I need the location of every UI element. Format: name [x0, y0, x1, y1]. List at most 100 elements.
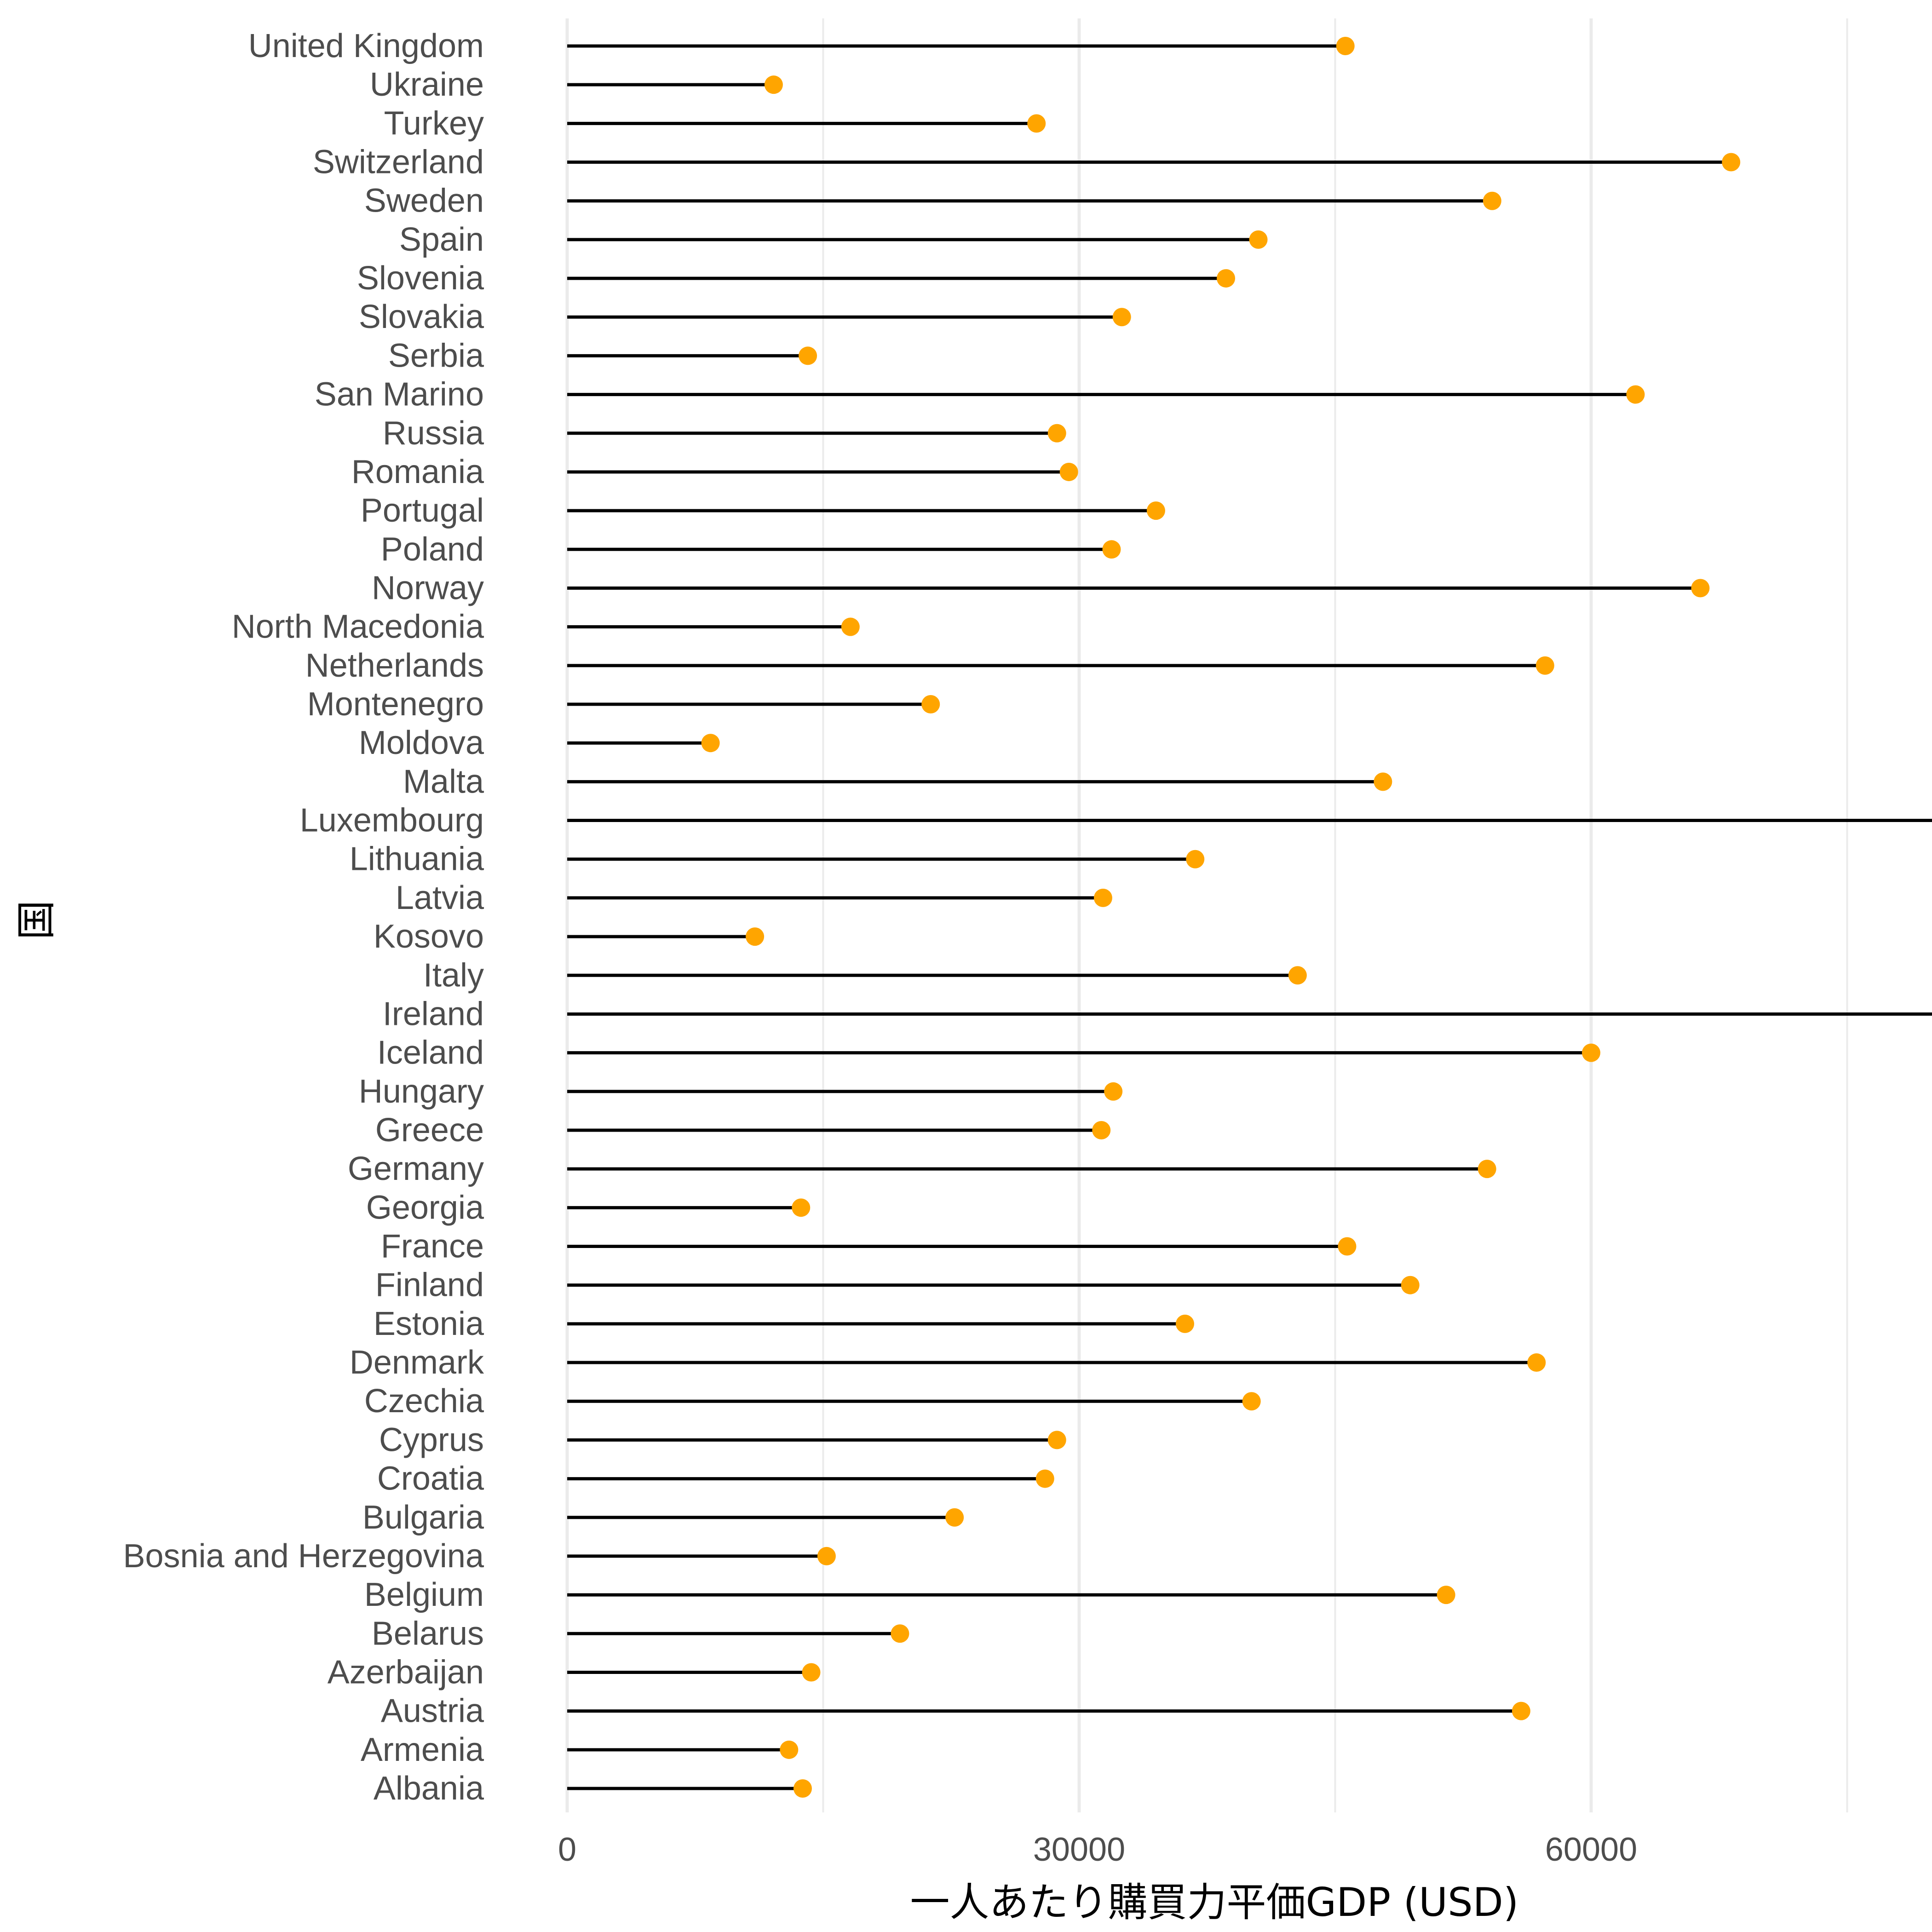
point-austria [1512, 1702, 1530, 1720]
x-tick-label: 0 [558, 1831, 576, 1868]
point-iceland [1582, 1043, 1600, 1062]
point-switzerland [1722, 153, 1741, 172]
point-belgium [1437, 1586, 1455, 1604]
y-tick-label: Spain [399, 221, 484, 258]
y-tick-label: Portugal [361, 492, 484, 529]
point-greece [1092, 1121, 1111, 1139]
point-ukraine [764, 75, 783, 94]
y-tick-label: Moldova [359, 724, 484, 761]
point-estonia [1176, 1314, 1195, 1333]
point-italy [1288, 966, 1307, 985]
y-tick-label: Switzerland [313, 144, 484, 181]
y-tick-label: Slovenia [357, 260, 484, 297]
y-tick-label: Cyprus [379, 1421, 484, 1458]
point-united-kingdom [1336, 37, 1355, 55]
point-slovenia [1217, 269, 1236, 288]
y-tick-label: Latvia [396, 880, 484, 916]
y-tick-label: Slovakia [359, 299, 484, 335]
point-poland [1102, 540, 1121, 559]
y-tick-label: France [381, 1228, 484, 1265]
x-tick-label: 60000 [1545, 1831, 1637, 1868]
y-tick-label: United Kingdom [248, 28, 484, 64]
y-tick-label: North Macedonia [232, 609, 484, 645]
x-tick-labels: 0300006000090000 [558, 1831, 1637, 1868]
y-tick-label: Germany [348, 1150, 484, 1187]
point-hungary [1104, 1082, 1123, 1101]
y-tick-label: Bosnia and Herzegovina [123, 1538, 484, 1575]
x-axis-title: 一人あたり購買力平価GDP (USD) [910, 1880, 1519, 1926]
point-belarus [891, 1624, 909, 1643]
y-tick-label: Romania [351, 454, 484, 490]
point-armenia [780, 1740, 799, 1759]
y-tick-label: Ireland [383, 995, 484, 1032]
y-tick-label: Georgia [366, 1189, 484, 1226]
y-tick-label: Montenegro [307, 686, 484, 723]
y-tick-label: Russia [383, 415, 484, 452]
point-spain [1249, 230, 1268, 249]
y-tick-label: Greece [375, 1112, 484, 1149]
y-tick-label: Malta [403, 763, 484, 800]
y-tick-label: Belarus [372, 1615, 484, 1652]
y-tick-label: Norway [372, 569, 484, 606]
y-axis-title: 国 [13, 900, 59, 940]
y-tick-label: Iceland [377, 1035, 484, 1071]
y-tick-label: Czechia [364, 1383, 484, 1420]
point-germany [1478, 1160, 1496, 1179]
point-latvia [1093, 888, 1112, 907]
point-serbia [799, 346, 817, 365]
grid-lines [565, 18, 1848, 1812]
y-tick-label: Belgium [364, 1576, 484, 1613]
y-tick-label: Croatia [377, 1460, 484, 1497]
point-san-marino [1626, 385, 1645, 404]
y-tick-labels: United KingdomUkraineTurkeySwitzerlandSw… [123, 28, 484, 1807]
point-azerbaijan [802, 1663, 821, 1682]
point-denmark [1527, 1353, 1546, 1372]
point-norway [1691, 579, 1710, 598]
point-georgia [792, 1198, 811, 1217]
y-tick-label: Finland [375, 1267, 484, 1304]
y-tick-label: Albania [374, 1770, 484, 1807]
point-kosovo [746, 927, 765, 946]
point-malta [1374, 772, 1392, 791]
lollipop-points [701, 37, 1741, 1798]
point-moldova [701, 734, 720, 753]
lollipop-stems [567, 44, 1932, 1790]
point-slovakia [1112, 308, 1131, 327]
point-croatia [1035, 1469, 1054, 1488]
y-tick-label: Turkey [384, 105, 484, 142]
point-czechia [1242, 1392, 1261, 1411]
point-turkey [1027, 114, 1046, 133]
point-albania [793, 1779, 812, 1798]
point-finland [1401, 1276, 1420, 1294]
point-sweden [1483, 191, 1501, 210]
y-tick-label: Luxembourg [300, 802, 484, 839]
y-tick-label: Italy [423, 957, 484, 994]
point-bulgaria [945, 1508, 964, 1527]
point-bosnia-and-herzegovina [817, 1547, 836, 1565]
point-cyprus [1047, 1431, 1066, 1449]
point-russia [1047, 424, 1066, 443]
y-tick-label: Poland [381, 531, 484, 568]
y-tick-label: San Marino [315, 376, 484, 413]
y-tick-label: Kosovo [374, 918, 484, 955]
y-tick-label: Denmark [350, 1344, 484, 1381]
point-romania [1059, 462, 1078, 481]
y-tick-label: Bulgaria [362, 1499, 484, 1536]
point-portugal [1146, 501, 1165, 520]
y-tick-label: Armenia [361, 1731, 484, 1768]
y-tick-label: Estonia [374, 1305, 484, 1342]
y-tick-label: Netherlands [305, 647, 484, 684]
y-tick-label: Austria [381, 1693, 484, 1730]
point-france [1338, 1237, 1357, 1256]
y-tick-label: Ukraine [370, 66, 484, 103]
y-tick-label: Sweden [364, 183, 484, 219]
point-netherlands [1535, 656, 1554, 675]
y-tick-label: Serbia [388, 337, 484, 374]
point-montenegro [921, 695, 940, 714]
point-north-macedonia [841, 617, 860, 636]
x-tick-label: 30000 [1033, 1831, 1125, 1868]
point-lithuania [1186, 850, 1205, 868]
y-tick-label: Azerbaijan [328, 1654, 484, 1690]
y-tick-label: Hungary [359, 1073, 484, 1110]
